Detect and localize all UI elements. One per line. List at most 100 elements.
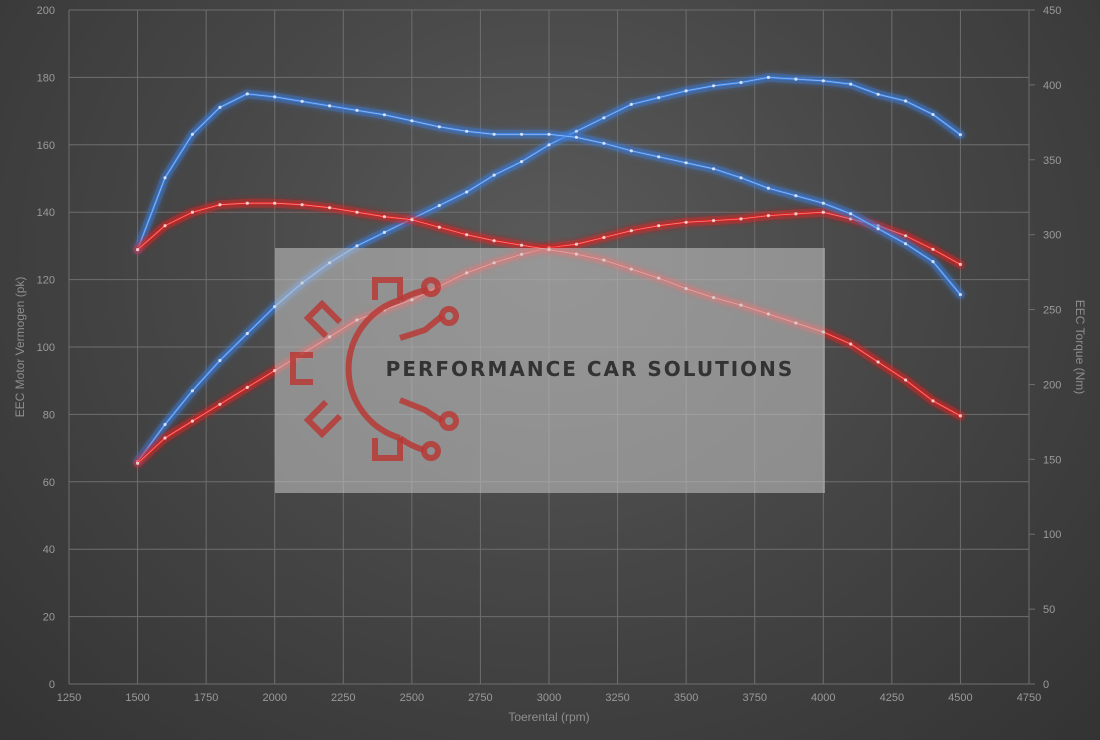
x-tick-label: 2250 (331, 692, 355, 704)
x-tick-label: 3250 (605, 692, 629, 704)
data-point (712, 167, 716, 171)
y-left-tick-label: 100 (37, 342, 55, 354)
data-point (574, 129, 579, 133)
data-point (465, 190, 469, 194)
data-point (958, 262, 963, 266)
data-point (492, 239, 496, 243)
series-1 (133, 72, 965, 467)
x-axis-title: Toerental (rpm) (508, 710, 589, 724)
data-point (657, 155, 661, 159)
gear-circuit-icon (290, 277, 459, 461)
x-tick-label: 4750 (1017, 692, 1041, 704)
data-point (766, 75, 771, 79)
data-point (629, 102, 633, 106)
data-point (218, 402, 222, 406)
x-tick-label: 4500 (948, 692, 972, 704)
y-right-tick-label: 450 (1043, 5, 1061, 17)
data-point (821, 201, 825, 205)
data-point (821, 79, 825, 83)
y-right-tick-label: 350 (1043, 155, 1061, 167)
watermark-text: PERFORMANCE CAR SOLUTIONS (386, 357, 795, 381)
x-tick-label: 2500 (400, 692, 424, 704)
data-point (602, 116, 606, 120)
data-point (355, 210, 359, 214)
data-point (437, 203, 441, 208)
data-point (190, 210, 194, 214)
y-left-tick-label: 200 (37, 5, 55, 17)
data-point (355, 244, 359, 248)
y-right-tick-label: 0 (1043, 679, 1049, 691)
data-point (794, 212, 798, 216)
data-point (245, 92, 249, 96)
data-point (602, 141, 606, 145)
data-point (382, 230, 386, 234)
y-right-tick-label: 300 (1043, 230, 1061, 242)
data-point (163, 224, 167, 228)
x-tick-label: 4250 (880, 692, 904, 704)
data-point (520, 132, 524, 136)
data-point (712, 84, 716, 88)
data-point (547, 132, 551, 136)
data-point (163, 176, 167, 180)
data-point (876, 92, 880, 96)
data-point (355, 108, 359, 112)
data-point (958, 414, 963, 418)
data-point (520, 243, 524, 247)
data-point (794, 194, 798, 198)
x-tick-label: 3500 (674, 692, 698, 704)
data-point (218, 203, 222, 207)
data-point (958, 293, 963, 297)
data-point (328, 104, 332, 108)
data-point (382, 113, 386, 117)
data-point (574, 242, 579, 246)
data-point (904, 234, 908, 238)
data-point (766, 186, 771, 190)
data-point (328, 206, 332, 210)
y-axis-right-title: EEC Torque (Nm) (1073, 300, 1087, 394)
data-point (245, 385, 249, 389)
y-left-tick-label: 180 (37, 72, 55, 84)
data-point (190, 419, 194, 423)
data-point (574, 135, 579, 139)
data-point (739, 217, 743, 221)
y-left-tick-label: 160 (37, 140, 55, 152)
data-point (547, 143, 551, 147)
data-point (300, 203, 304, 207)
series-lines (133, 72, 965, 468)
data-point (821, 210, 825, 214)
y-right-tick-label: 400 (1043, 80, 1061, 92)
y-right-tick-label: 200 (1043, 379, 1061, 391)
data-point (876, 227, 880, 231)
data-point (766, 214, 771, 218)
data-point (712, 219, 716, 223)
data-point (218, 358, 222, 363)
data-point (163, 422, 167, 427)
y-left-tick-label: 20 (43, 612, 55, 624)
data-point (437, 125, 441, 129)
y-right-tick-label: 50 (1043, 604, 1055, 616)
data-point (465, 129, 469, 133)
y-left-tick-label: 60 (43, 477, 55, 489)
y-left-tick-label: 140 (37, 207, 55, 219)
y-right-tick-label: 100 (1043, 529, 1061, 541)
y-axis-right-ticks: 0 50 100 150 200 250 300 350 400 450 (1029, 5, 1061, 691)
x-tick-label: 1500 (125, 692, 149, 704)
data-point (273, 201, 277, 205)
y-axis-left-ticks: 0 20 40 60 80 100 120 140 160 180 200 (37, 5, 55, 691)
data-point (849, 212, 853, 216)
data-point (382, 215, 386, 219)
data-point (273, 95, 277, 99)
data-point (465, 233, 469, 237)
x-tick-label: 1250 (57, 692, 81, 704)
data-point (492, 173, 496, 177)
data-point (931, 247, 935, 251)
data-point (136, 248, 140, 252)
data-point (602, 235, 606, 240)
data-point (410, 119, 414, 123)
data-point (931, 260, 935, 264)
y-left-tick-label: 120 (37, 275, 55, 287)
data-point (739, 176, 743, 180)
data-point (739, 80, 743, 85)
y-left-tick-label: 40 (43, 544, 55, 556)
